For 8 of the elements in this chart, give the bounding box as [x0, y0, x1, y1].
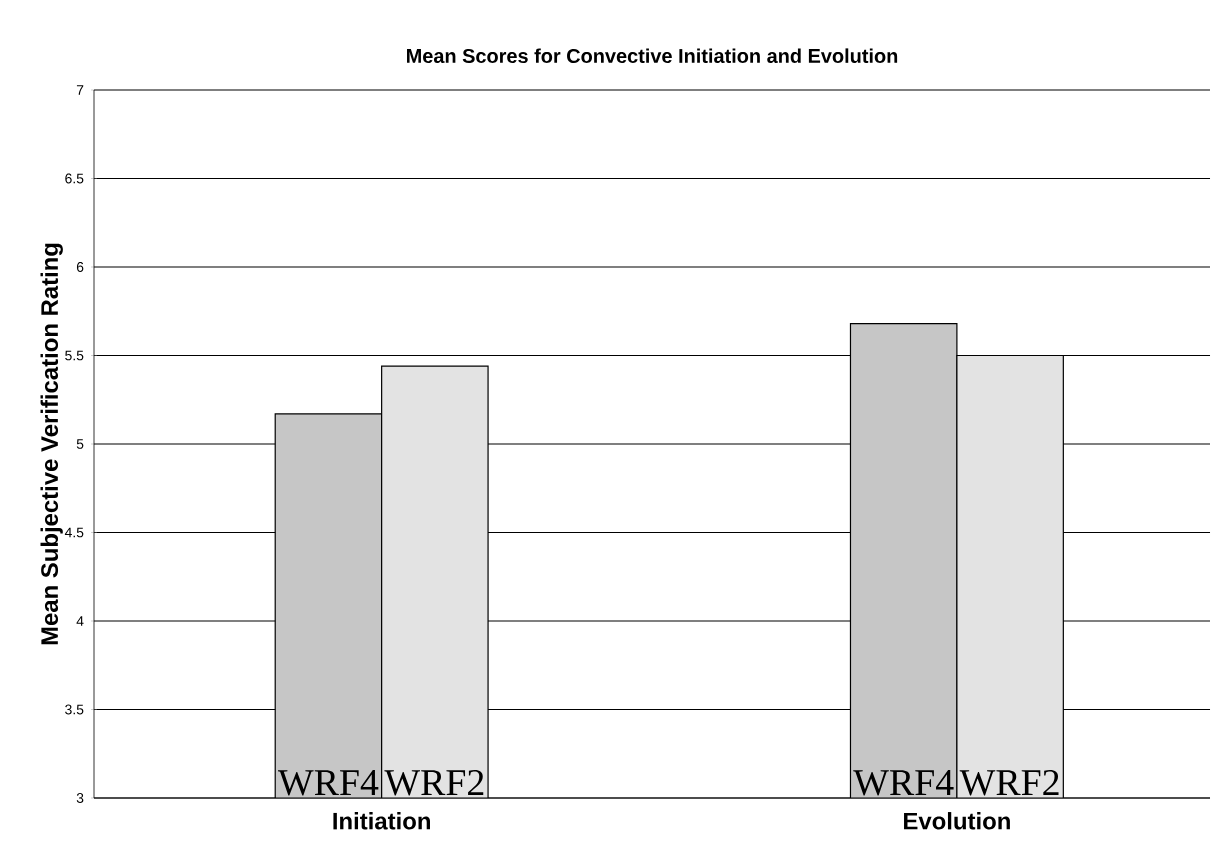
chart-title: Mean Scores for Convective Initiation and Evolution	[407, 48, 898, 63]
x-tick-label: Evolution	[904, 812, 1010, 830]
y-axis-title: Mean Subjective Verification Rating	[40, 243, 63, 645]
text: WRF4	[853, 770, 954, 796]
series-label: WRF2	[384, 769, 484, 796]
text: WRF2	[959, 769, 1059, 796]
x-tick-label: Initiation	[333, 812, 430, 830]
series-label: WRF4	[277, 770, 379, 796]
